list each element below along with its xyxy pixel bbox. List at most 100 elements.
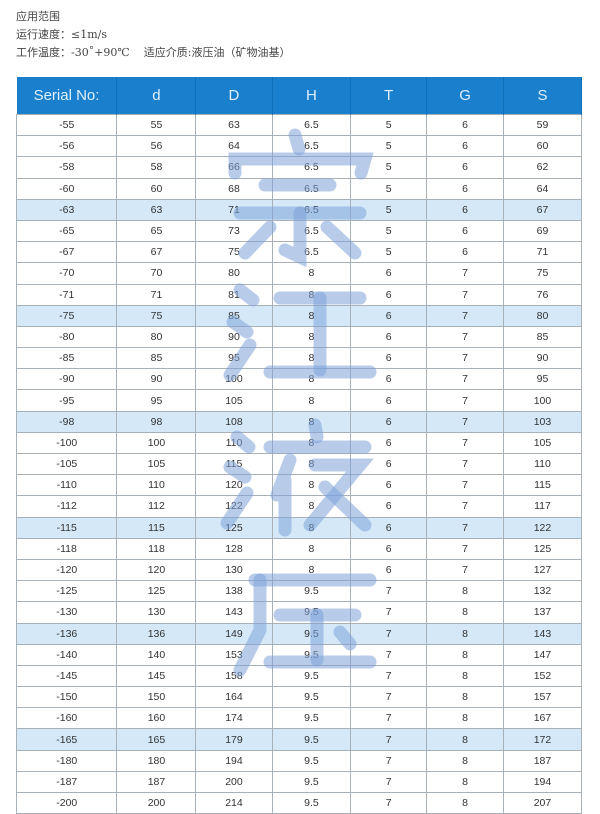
table-cell: -85 bbox=[15, 347, 118, 370]
table-cell: 6 bbox=[350, 452, 428, 476]
table-cell: 6 bbox=[350, 347, 428, 370]
table-cell: -60 bbox=[15, 177, 118, 200]
intro-title: 应用范围 bbox=[16, 10, 60, 23]
table-cell: 6.5 bbox=[271, 156, 352, 179]
table-row: -110 110 120 8 6 7 115 bbox=[15, 474, 583, 497]
table-cell: 95 bbox=[502, 368, 583, 391]
table-cell: 9.5 bbox=[271, 749, 352, 772]
table-cell: 136 bbox=[116, 622, 197, 645]
table-cell: 8 bbox=[271, 537, 352, 560]
table-cell: 7 bbox=[350, 580, 428, 603]
table-cell: 55 bbox=[116, 113, 197, 137]
table-cell: 9.5 bbox=[271, 580, 352, 603]
table-cell: 158 bbox=[195, 664, 273, 688]
table-cell: -130 bbox=[15, 601, 118, 624]
table-cell: 125 bbox=[116, 580, 197, 603]
table-cell: 71 bbox=[116, 283, 197, 306]
table-cell: -165 bbox=[15, 728, 118, 751]
table-cell: -100 bbox=[15, 431, 118, 455]
table-cell: 108 bbox=[195, 410, 273, 433]
table-cell: -150 bbox=[15, 686, 118, 709]
table-row: -60 60 68 6.5 5 6 64 bbox=[15, 177, 583, 200]
table-cell: 80 bbox=[116, 325, 197, 349]
seal-dimension-table: Serial No: d D H T G S -55 55 63 6.5 5 6 59 -56 56 64 6.… bbox=[15, 77, 583, 814]
table-cell: 5 bbox=[350, 135, 428, 158]
table-cell: 6 bbox=[350, 431, 428, 455]
table-cell: 6 bbox=[350, 495, 428, 518]
table-cell: 174 bbox=[195, 707, 273, 730]
table-row: -63 63 71 6.5 5 6 67 bbox=[15, 198, 583, 221]
table-cell: 105 bbox=[116, 452, 197, 476]
table-cell: -125 bbox=[15, 580, 118, 603]
table-row: -112 112 122 8 6 7 117 bbox=[15, 495, 583, 518]
table-cell: 7 bbox=[426, 537, 504, 560]
table-cell: 8 bbox=[426, 601, 504, 624]
table-cell: 143 bbox=[195, 601, 273, 624]
table-cell: 69 bbox=[502, 219, 583, 243]
table-cell: 6 bbox=[350, 516, 428, 539]
table-cell: 7 bbox=[350, 728, 428, 751]
table-cell: 6 bbox=[426, 241, 504, 264]
table-cell: 125 bbox=[195, 516, 273, 539]
table-cell: 71 bbox=[502, 241, 583, 264]
table-cell: 6.5 bbox=[271, 113, 352, 137]
table-cell: 152 bbox=[502, 664, 583, 688]
table-cell: 8 bbox=[426, 728, 504, 751]
table-cell: -120 bbox=[15, 558, 118, 582]
table-cell: 7 bbox=[426, 558, 504, 582]
column-header: H bbox=[272, 77, 352, 115]
table-cell: 149 bbox=[195, 622, 273, 645]
table-cell: 8 bbox=[271, 431, 352, 455]
table-cell: 110 bbox=[195, 431, 273, 455]
table-cell: 67 bbox=[502, 198, 583, 221]
table-cell: 130 bbox=[116, 601, 197, 624]
table-cell: 81 bbox=[195, 283, 273, 306]
table-row: -140 140 153 9.5 7 8 147 bbox=[15, 643, 583, 666]
table-cell: -90 bbox=[15, 368, 118, 391]
column-header: Serial No: bbox=[16, 77, 118, 115]
table-row: -95 95 105 8 6 7 100 bbox=[15, 389, 583, 412]
table-cell: 7 bbox=[426, 431, 504, 455]
table-cell: 6.5 bbox=[271, 177, 352, 200]
table-cell: 7 bbox=[426, 304, 504, 327]
table-cell: 80 bbox=[195, 262, 273, 285]
table-cell: 8 bbox=[271, 262, 352, 285]
table-cell: 187 bbox=[116, 770, 197, 794]
table-cell: 9.5 bbox=[271, 728, 352, 751]
table-cell: 6 bbox=[350, 410, 428, 433]
table-cell: 122 bbox=[502, 516, 583, 539]
table-cell: 8 bbox=[426, 622, 504, 645]
table-row: -130 130 143 9.5 7 8 137 bbox=[15, 601, 583, 624]
table-cell: 9.5 bbox=[271, 770, 352, 794]
table-row: -100 100 110 8 6 7 105 bbox=[15, 431, 583, 455]
table-cell: 75 bbox=[502, 262, 583, 285]
table-row: -85 85 95 8 6 7 90 bbox=[15, 347, 583, 370]
table-cell: -65 bbox=[15, 219, 118, 243]
table-row: -90 90 100 8 6 7 95 bbox=[15, 368, 583, 391]
table-cell: 76 bbox=[502, 283, 583, 306]
table-cell: 5 bbox=[350, 156, 428, 179]
table-cell: -56 bbox=[15, 135, 118, 158]
table-cell: 207 bbox=[502, 791, 583, 814]
table-cell: 9.5 bbox=[271, 686, 352, 709]
table-cell: -95 bbox=[15, 389, 118, 412]
table-cell: -71 bbox=[15, 283, 118, 306]
table-cell: 100 bbox=[116, 431, 197, 455]
table-cell: 8 bbox=[426, 686, 504, 709]
table-row: -70 70 80 8 6 7 75 bbox=[15, 262, 583, 285]
table-row: -145 145 158 9.5 7 8 152 bbox=[15, 664, 583, 688]
table-cell: 6.5 bbox=[271, 135, 352, 158]
table-cell: 137 bbox=[502, 601, 583, 624]
table-cell: 63 bbox=[195, 113, 273, 137]
column-header: D bbox=[195, 77, 273, 115]
table-cell: 65 bbox=[116, 219, 197, 243]
table-cell: 120 bbox=[116, 558, 197, 582]
table-cell: 8 bbox=[426, 707, 504, 730]
intro-text: 应用范围 运行速度：≤1m/s 工作温度：-30˚+90℃ 适应介质:液压油（矿物… bbox=[16, 8, 290, 62]
table-cell: 150 bbox=[116, 686, 197, 709]
table-cell: 7 bbox=[426, 347, 504, 370]
table-cell: 8 bbox=[271, 325, 352, 349]
table-cell: -98 bbox=[15, 410, 118, 433]
table-cell: 8 bbox=[426, 643, 504, 666]
table-cell: -112 bbox=[15, 495, 118, 518]
